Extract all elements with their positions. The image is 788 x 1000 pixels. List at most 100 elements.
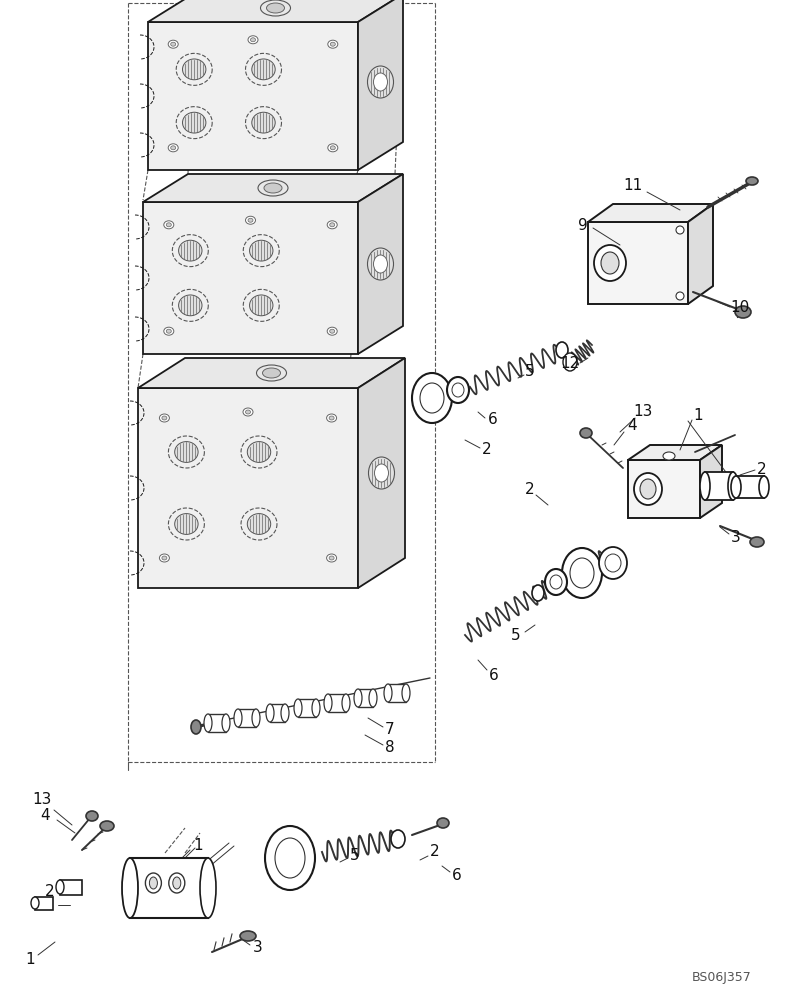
Ellipse shape	[731, 476, 741, 498]
Ellipse shape	[247, 442, 271, 462]
Ellipse shape	[246, 410, 251, 414]
Text: BS06J357: BS06J357	[692, 972, 752, 984]
Ellipse shape	[171, 146, 176, 150]
Ellipse shape	[200, 858, 216, 918]
Ellipse shape	[532, 585, 544, 601]
Text: 2: 2	[757, 462, 767, 478]
Ellipse shape	[594, 245, 626, 281]
Ellipse shape	[257, 365, 287, 381]
Ellipse shape	[759, 476, 769, 498]
Ellipse shape	[179, 240, 202, 261]
Text: 3: 3	[253, 940, 263, 954]
Polygon shape	[628, 460, 700, 518]
Ellipse shape	[329, 416, 334, 420]
Polygon shape	[148, 22, 358, 170]
Ellipse shape	[570, 558, 594, 588]
Text: 10: 10	[730, 300, 749, 314]
Text: 2: 2	[525, 483, 535, 497]
Ellipse shape	[265, 826, 315, 890]
Ellipse shape	[250, 240, 273, 261]
Ellipse shape	[294, 699, 302, 717]
Text: 2: 2	[482, 442, 492, 458]
Ellipse shape	[175, 442, 198, 462]
Ellipse shape	[402, 684, 410, 702]
Ellipse shape	[750, 537, 764, 547]
Ellipse shape	[354, 689, 362, 707]
Polygon shape	[628, 445, 722, 460]
Text: 9: 9	[578, 218, 588, 232]
Polygon shape	[688, 204, 713, 304]
Polygon shape	[143, 202, 358, 354]
Ellipse shape	[248, 36, 258, 44]
Bar	[238, 709, 256, 727]
Ellipse shape	[367, 66, 393, 98]
Ellipse shape	[728, 472, 738, 500]
Bar	[705, 472, 733, 500]
Ellipse shape	[222, 714, 230, 732]
Ellipse shape	[275, 838, 305, 878]
Polygon shape	[358, 0, 403, 170]
Bar	[35, 897, 53, 910]
Text: 6: 6	[452, 867, 462, 882]
Ellipse shape	[164, 221, 174, 229]
Text: 7: 7	[385, 722, 395, 738]
Ellipse shape	[262, 368, 281, 378]
Ellipse shape	[437, 818, 449, 828]
Ellipse shape	[330, 146, 336, 150]
Ellipse shape	[243, 408, 253, 416]
Text: 1: 1	[25, 952, 35, 968]
Ellipse shape	[251, 38, 255, 42]
Ellipse shape	[191, 720, 201, 734]
Ellipse shape	[420, 383, 444, 413]
Text: 5: 5	[525, 364, 535, 379]
Ellipse shape	[281, 704, 289, 722]
Ellipse shape	[735, 306, 751, 318]
Text: 1: 1	[193, 838, 203, 852]
Ellipse shape	[175, 514, 198, 534]
Ellipse shape	[169, 873, 185, 893]
Text: 8: 8	[385, 740, 395, 756]
Ellipse shape	[374, 464, 388, 482]
Ellipse shape	[329, 329, 335, 333]
Text: 5: 5	[350, 848, 360, 862]
Ellipse shape	[550, 575, 562, 589]
Ellipse shape	[240, 931, 256, 941]
Ellipse shape	[247, 514, 271, 534]
Ellipse shape	[168, 40, 178, 48]
Ellipse shape	[183, 112, 206, 133]
Ellipse shape	[328, 144, 338, 152]
Ellipse shape	[250, 295, 273, 316]
Ellipse shape	[159, 414, 169, 422]
Ellipse shape	[601, 252, 619, 274]
Text: 12: 12	[560, 356, 580, 370]
Ellipse shape	[329, 556, 334, 560]
Ellipse shape	[179, 295, 202, 316]
Ellipse shape	[261, 0, 291, 16]
Ellipse shape	[162, 556, 167, 560]
Ellipse shape	[580, 428, 592, 438]
Ellipse shape	[100, 821, 114, 831]
Ellipse shape	[264, 183, 282, 193]
Ellipse shape	[326, 414, 336, 422]
Ellipse shape	[746, 177, 758, 185]
Ellipse shape	[330, 42, 336, 46]
Polygon shape	[588, 204, 713, 222]
Text: 6: 6	[488, 412, 498, 428]
Text: 13: 13	[634, 404, 652, 420]
Ellipse shape	[634, 473, 662, 505]
Ellipse shape	[327, 327, 337, 335]
Polygon shape	[358, 358, 405, 588]
Text: 4: 4	[40, 808, 50, 822]
Bar	[358, 689, 373, 707]
Ellipse shape	[640, 479, 656, 499]
Ellipse shape	[599, 547, 627, 579]
Ellipse shape	[384, 684, 392, 702]
Bar	[130, 858, 208, 918]
Bar	[270, 704, 285, 722]
Text: 2: 2	[430, 844, 440, 859]
Ellipse shape	[342, 694, 350, 712]
Ellipse shape	[56, 880, 64, 894]
Ellipse shape	[246, 216, 255, 224]
Text: 6: 6	[489, 668, 499, 682]
Bar	[298, 699, 316, 717]
